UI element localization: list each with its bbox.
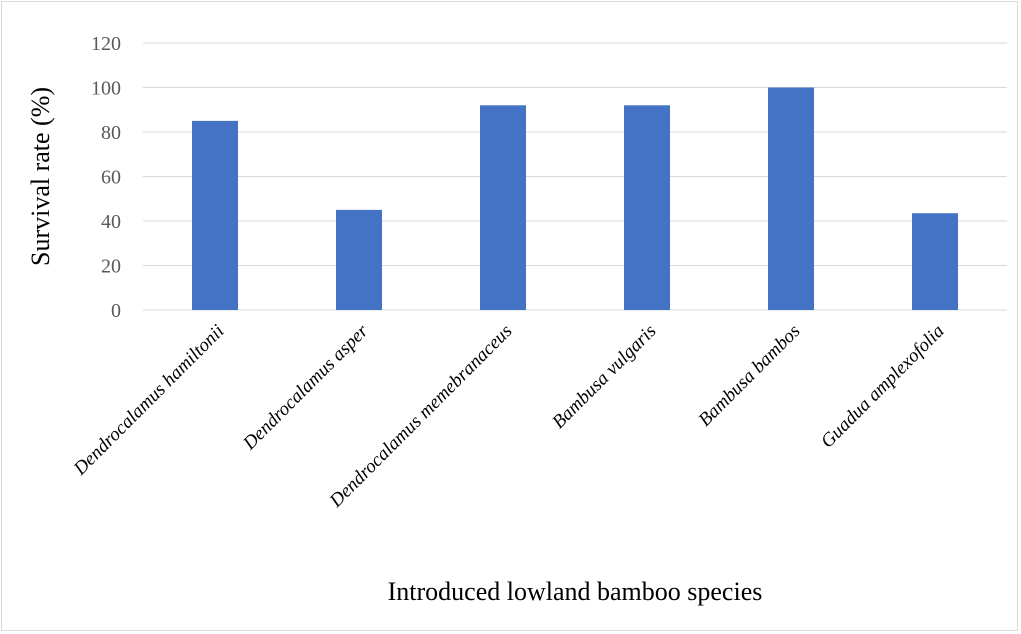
x-category-label: Guadua amplexofolia [817,321,949,453]
y-tick-label: 0 [111,300,121,322]
bars [192,87,958,310]
y-tick-labels: 0 20 40 60 80 100 120 [91,33,121,322]
bar [912,213,958,310]
bar [624,105,670,310]
y-tick-label: 100 [91,78,121,100]
y-axis-title: Survival rate (%) [26,87,55,266]
gridlines [143,42,1007,311]
x-category-label: Bambusa vulgaris [548,321,660,433]
x-category-label: Dendrocalamus asper [238,320,373,455]
bar [192,120,238,310]
bar [480,105,526,310]
y-tick-label: 60 [101,167,121,189]
y-tick-label: 20 [101,256,121,278]
y-tick-label: 120 [91,33,121,55]
bar [768,87,814,310]
x-axis-title: Introduced lowland bamboo species [388,577,763,606]
y-tick-label: 40 [101,211,121,233]
y-tick-label: 80 [101,122,121,144]
x-category-labels: Dendrocalamus hamiltonii Dendrocalamus as… [69,320,948,512]
x-category-label: Dendrocalamus hamiltonii [69,321,228,480]
x-category-label: Bambusa bambos [695,321,805,431]
bar [336,209,382,310]
